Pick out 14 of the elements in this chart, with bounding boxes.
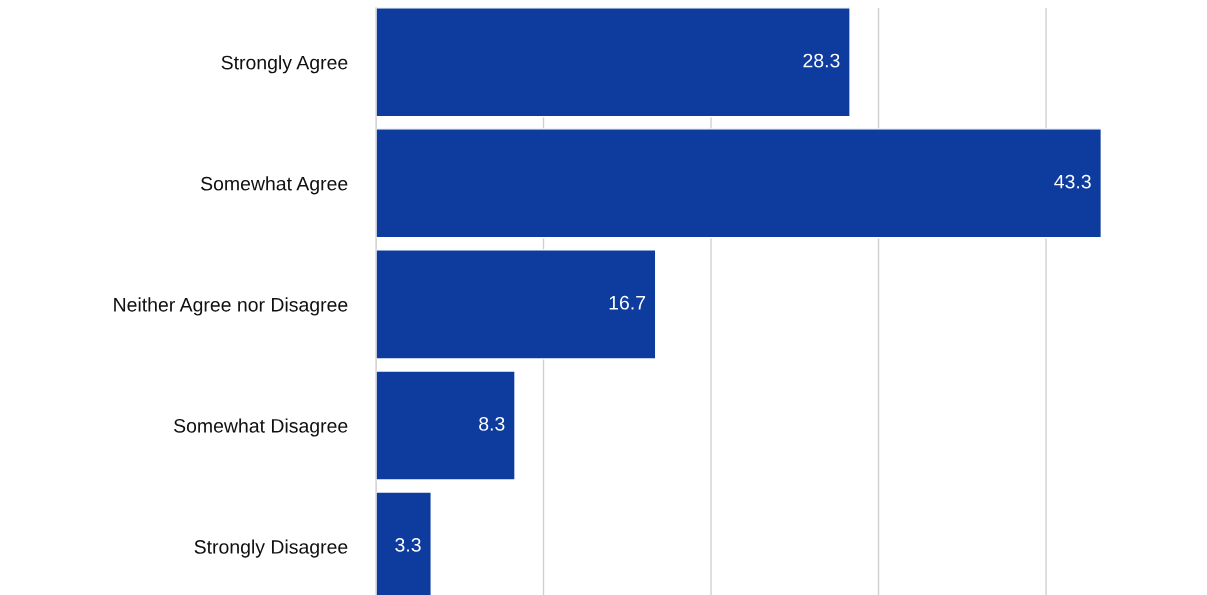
bar <box>375 7 851 118</box>
data-label: 43.3 <box>1054 174 1091 189</box>
bar <box>375 128 1103 239</box>
y-tick-label: Somewhat Disagree <box>174 418 348 437</box>
data-label: 16.7 <box>609 295 646 310</box>
bar <box>375 249 657 360</box>
y-tick-label: Strongly Disagree <box>194 539 348 558</box>
y-tick-label: Somewhat Agree <box>201 176 348 195</box>
data-label: 28.3 <box>803 53 840 68</box>
y-tick-label: Neither Agree nor Disagree <box>114 297 348 316</box>
bar <box>375 370 516 481</box>
data-label: 3.3 <box>395 538 421 552</box>
y-tick-label: Strongly Agree <box>221 55 348 74</box>
data-label: 8.3 <box>479 416 505 431</box>
